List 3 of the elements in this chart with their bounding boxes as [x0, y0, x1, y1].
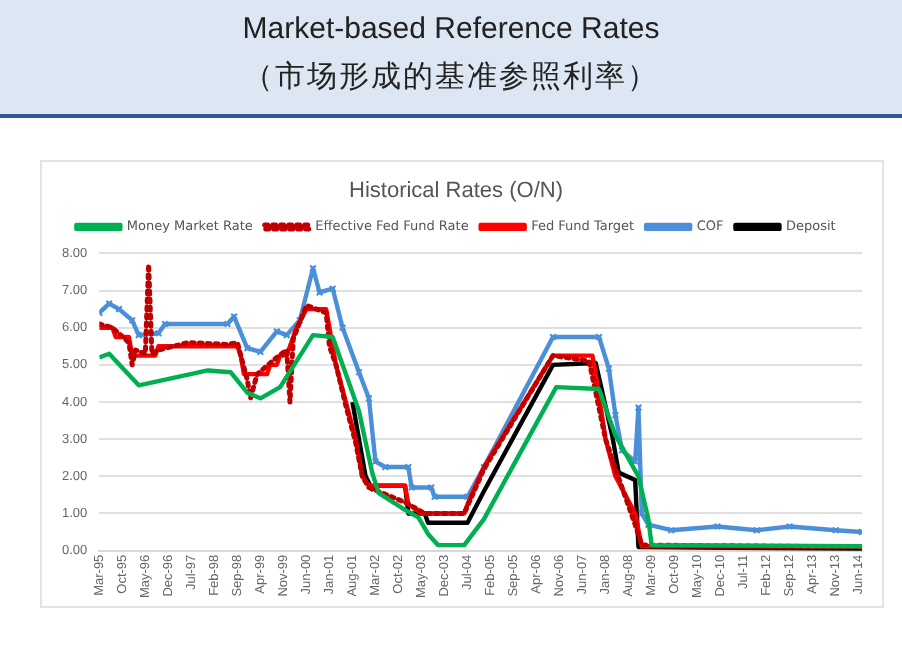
- chart-subtitle: （市场形成的基准参照利率）: [241, 58, 661, 96]
- text: Historical Rates (O/N): [349, 179, 563, 204]
- chart-title: Market-based Reference Rates: [240, 12, 662, 46]
